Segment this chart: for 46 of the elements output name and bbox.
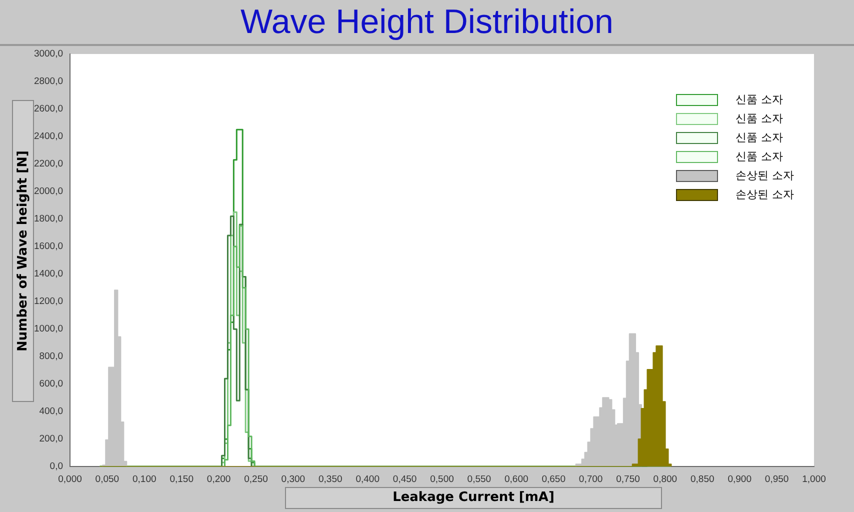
x-tick-label: 0,050 <box>95 474 120 485</box>
x-tick-label: 0,900 <box>728 474 752 485</box>
x-tick-label: 1,000 <box>802 474 826 485</box>
y-tick-label: 2600,0 <box>34 104 63 115</box>
x-tick-label: 0,100 <box>132 474 156 485</box>
legend-label: 손상된 소자 <box>736 168 794 183</box>
y-tick-label: 0,0 <box>50 461 63 472</box>
x-tick-label: 0,250 <box>244 474 268 485</box>
y-tick-label: 600,0 <box>39 378 63 390</box>
x-tick-label: 0,200 <box>206 474 231 485</box>
x-tick-label: 0,400 <box>356 474 380 485</box>
x-tick-label: 0,350 <box>318 474 342 485</box>
x-axis-title: Leakage Current [mA] <box>285 487 662 509</box>
x-tick-label: 0,500 <box>430 474 454 485</box>
y-tick-label: 1000,0 <box>34 324 63 335</box>
y-tick-label: 1800,0 <box>34 214 63 225</box>
legend-label: 신품 소자 <box>736 111 783 126</box>
y-tick-label: 1400,0 <box>34 268 63 280</box>
x-tick-label: 0,150 <box>170 474 194 485</box>
x-tick-label: 0,300 <box>281 474 306 485</box>
chart-title: Wave Height Distribution <box>0 0 854 46</box>
y-axis-title: Number of Wave height [N] <box>16 150 30 352</box>
y-tick-label: 1600,0 <box>34 241 63 252</box>
legend-label: 손상된 소자 <box>736 187 794 202</box>
x-tick-label: 0,800 <box>653 474 678 485</box>
x-tick-label: 0,450 <box>392 474 417 485</box>
x-tick-label: 0,600 <box>504 474 528 485</box>
x-tick-label: 0,950 <box>764 474 789 485</box>
y-tick-label: 200,0 <box>39 434 63 445</box>
y-tick-label: 1200,0 <box>34 296 63 308</box>
legend-label: 신품 소자 <box>736 92 783 107</box>
x-tick-label: 0,000 <box>58 474 82 485</box>
x-tick-label: 0,700 <box>578 474 603 485</box>
y-tick-label: 2800,0 <box>34 76 63 88</box>
x-tick-label: 0,650 <box>542 474 566 485</box>
legend-label: 신품 소자 <box>736 149 783 164</box>
x-tick-label: 0,850 <box>690 474 714 485</box>
y-tick-label: 2200,0 <box>34 158 63 170</box>
y-tick-label: 2000,0 <box>34 186 63 198</box>
x-tick-label: 0,750 <box>616 474 640 485</box>
x-tick-label: 0,550 <box>467 474 492 485</box>
y-tick-label: 800,0 <box>39 351 63 362</box>
legend-label: 신품 소자 <box>736 130 783 145</box>
y-tick-label: 2400,0 <box>34 131 63 142</box>
y-tick-label: 400,0 <box>39 406 63 418</box>
y-tick-label: 3000,0 <box>34 48 63 60</box>
